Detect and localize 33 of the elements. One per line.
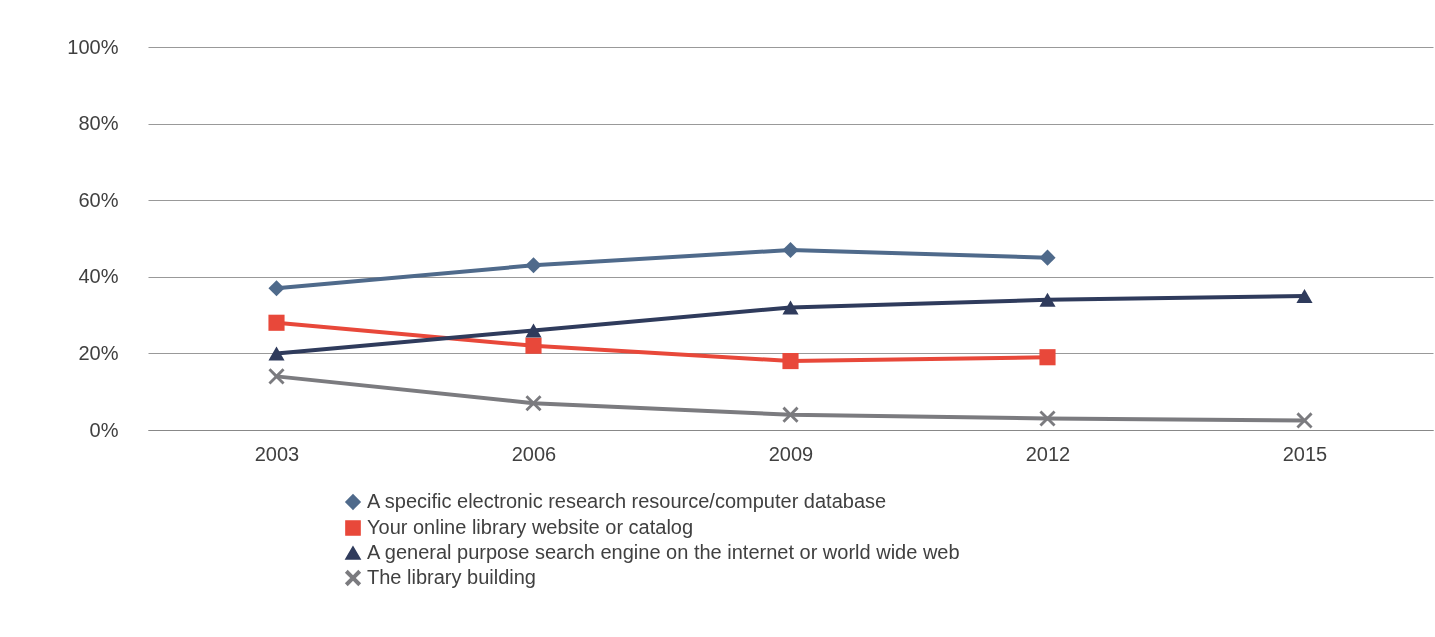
y-tick-label: 0% — [89, 418, 119, 441]
point — [268, 368, 285, 385]
x-tick-label: 2006 — [511, 442, 557, 465]
point — [268, 314, 285, 331]
y-tick-label: 40% — [78, 265, 119, 288]
point — [525, 257, 542, 274]
legend-label: Your online library website or catalog — [367, 516, 694, 538]
point — [1296, 288, 1313, 303]
x-tick-label: 2009 — [768, 442, 814, 465]
point — [782, 241, 799, 259]
point — [1039, 292, 1056, 307]
point — [1039, 249, 1056, 266]
x-tick-label: 2015 — [1282, 442, 1328, 465]
point — [782, 300, 799, 315]
point — [782, 406, 799, 423]
point — [1039, 349, 1056, 366]
x-tick-label: 2003 — [254, 442, 300, 465]
point — [1039, 410, 1056, 427]
point — [525, 337, 542, 354]
y-tick-label: 80% — [78, 112, 119, 135]
point — [268, 346, 285, 361]
y-tick-label: 100% — [67, 35, 119, 58]
legend-label: A specific electronic research resource/computer database — [367, 490, 887, 512]
x-tick-label: 2012 — [1025, 442, 1071, 465]
point — [1296, 412, 1313, 429]
point — [782, 353, 799, 370]
y-tick-label: 60% — [78, 188, 119, 211]
legend-label: A general purpose search engine on the internet or world wide web — [367, 541, 960, 563]
legend-label: The library building — [367, 566, 536, 588]
point — [525, 323, 542, 338]
point — [268, 280, 285, 297]
point — [525, 395, 542, 412]
y-tick-label: 20% — [78, 341, 119, 364]
